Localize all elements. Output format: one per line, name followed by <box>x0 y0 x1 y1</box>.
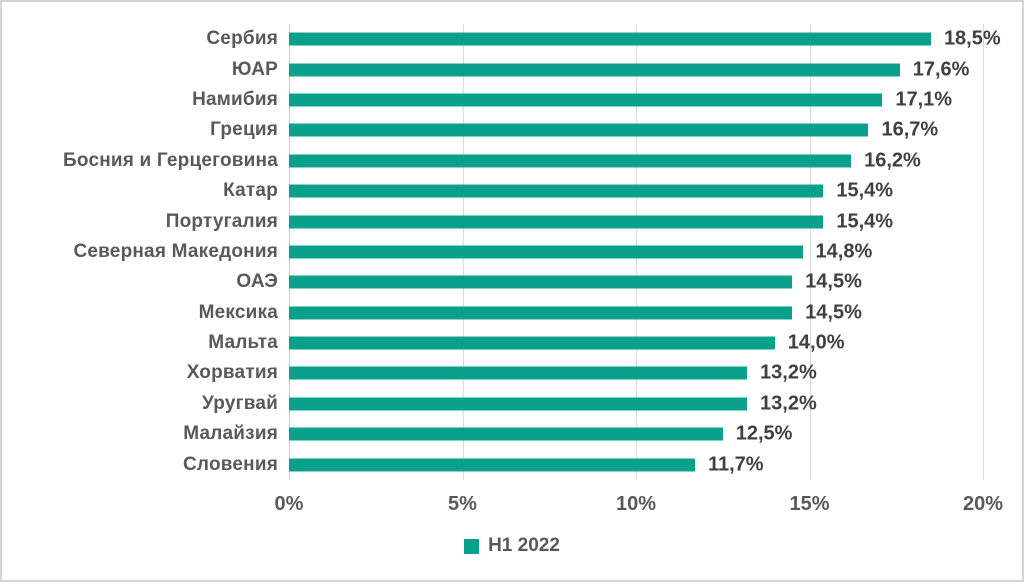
bar-rows: Сербия 18,5% ЮАР 17,6% Намибия 17,1% Греция 16,… <box>2 24 1022 480</box>
bar-row: ЮАР 17,6% <box>2 54 1022 84</box>
bar-row: Катар 15,4% <box>2 176 1022 206</box>
bar-row: Хорватия 13,2% <box>2 358 1022 388</box>
data-label: 16,7% <box>881 118 939 141</box>
bar-track: 15,4% <box>289 206 983 236</box>
data-label: 15,4% <box>836 210 894 233</box>
data-label: 18,5% <box>943 27 1001 50</box>
bar <box>289 63 900 77</box>
bar <box>289 275 793 289</box>
bar-row: ОАЭ 14,5% <box>2 267 1022 297</box>
bar-row: Уругвай 13,2% <box>2 389 1022 419</box>
bar-row: Сербия 18,5% <box>2 24 1022 54</box>
x-tick-label: 10% <box>615 493 657 515</box>
bar-row: Намибия 17,1% <box>2 85 1022 115</box>
bar-track: 13,2% <box>289 358 983 388</box>
bar-row: Босния и Герцеговина 16,2% <box>2 146 1022 176</box>
bar-track: 14,0% <box>289 328 983 358</box>
data-label: 14,5% <box>805 301 862 324</box>
data-label: 12,5% <box>735 422 793 445</box>
category-label: Катар <box>223 180 278 202</box>
x-tick-label: 15% <box>789 493 830 515</box>
data-label: 13,2% <box>760 361 817 384</box>
data-label: 14,8% <box>815 240 873 263</box>
bar <box>289 93 883 107</box>
category-label: Греция <box>210 119 278 141</box>
category-label: Хорватия <box>186 362 278 384</box>
bar-track: 14,5% <box>289 298 983 328</box>
bar-track: 12,5% <box>289 419 983 449</box>
bar-row: Мальта 14,0% <box>2 328 1022 358</box>
bar-row: Мексика 14,5% <box>2 298 1022 328</box>
category-label: Мальта <box>208 332 278 354</box>
bar <box>289 154 852 168</box>
category-label: Мексика <box>198 301 278 323</box>
data-label: 17,1% <box>895 88 953 111</box>
bar <box>289 336 775 350</box>
data-label: 11,7% <box>707 453 764 476</box>
data-label: 16,2% <box>864 149 921 172</box>
category-label: ЮАР <box>231 58 278 80</box>
bar-track: 14,5% <box>289 267 983 297</box>
legend-label: H1 2022 <box>488 535 560 556</box>
category-label: Португалия <box>165 210 278 232</box>
bar-track: 17,1% <box>289 85 983 115</box>
bar-row: Словения 11,7% <box>2 449 1022 479</box>
category-label: Северная Македония <box>73 240 278 262</box>
bar-row: Греция 16,7% <box>2 115 1022 145</box>
category-label: Намибия <box>192 88 278 110</box>
bar-track: 16,7% <box>289 115 983 145</box>
bar <box>289 306 793 320</box>
bar <box>289 397 748 411</box>
bar <box>289 245 803 259</box>
bar-row: Малайзия 12,5% <box>2 419 1022 449</box>
bar <box>289 458 695 472</box>
category-label: Малайзия <box>183 423 278 445</box>
x-tick-label: 20% <box>962 493 1004 515</box>
x-axis: 0% 5% 10% 15% 20% <box>275 493 1003 519</box>
bar-track: 18,5% <box>289 24 1001 54</box>
bar-track: 14,8% <box>289 237 983 267</box>
bar-track: 11,7% <box>289 449 983 479</box>
legend: H1 2022 <box>2 535 1022 557</box>
bar <box>289 215 824 229</box>
bar-track: 13,2% <box>289 389 983 419</box>
gridline-20 <box>983 24 984 480</box>
category-label: Босния и Герцеговина <box>63 149 278 171</box>
data-label: 15,4% <box>836 179 894 202</box>
bar <box>289 427 723 441</box>
bar <box>289 123 869 137</box>
bar-track: 15,4% <box>289 176 983 206</box>
bar-row: Португалия 15,4% <box>2 206 1022 236</box>
x-tick-label: 0% <box>274 493 304 515</box>
gridline-15 <box>809 24 811 480</box>
bar <box>289 32 931 46</box>
legend-swatch-icon <box>464 538 480 554</box>
x-tick-label: 5% <box>448 493 477 515</box>
category-label: Уругвай <box>201 392 278 414</box>
bar-row: Северная Македония 14,8% <box>2 237 1022 267</box>
data-label: 14,0% <box>787 331 845 354</box>
data-label: 17,6% <box>912 58 970 81</box>
data-label: 13,2% <box>760 392 817 415</box>
category-label: Словения <box>183 453 278 475</box>
bar-track: 16,2% <box>289 146 983 176</box>
bar <box>289 366 748 380</box>
bar-track: 17,6% <box>289 54 983 84</box>
data-label: 14,5% <box>805 270 862 293</box>
category-label: ОАЭ <box>236 271 278 293</box>
category-label: Сербия <box>206 28 278 50</box>
bar <box>289 184 824 198</box>
